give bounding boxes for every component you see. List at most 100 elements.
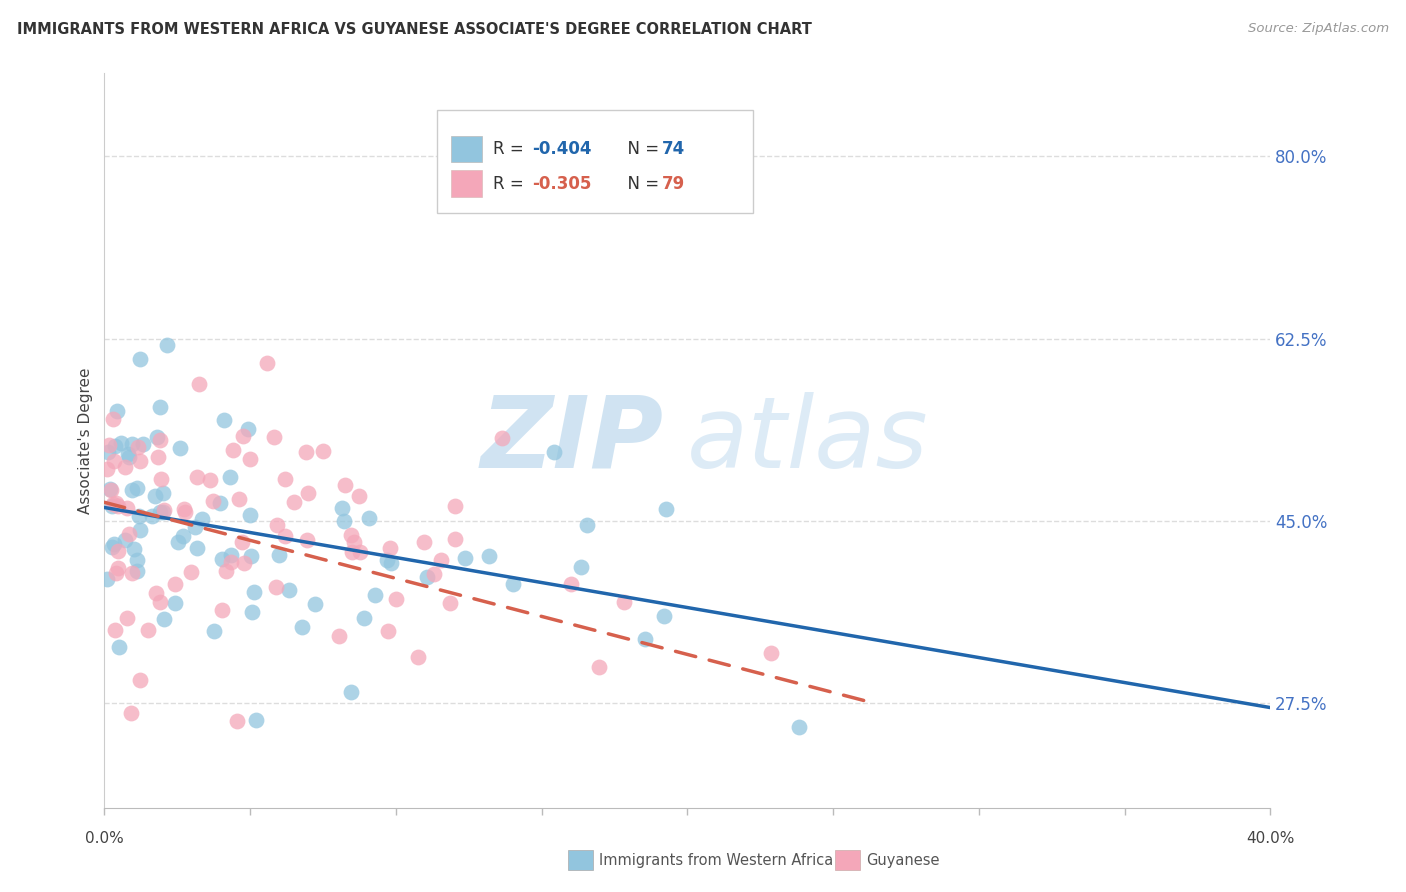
Point [311,444,333,458]
Text: IMMIGRANTS FROM WESTERN AFRICA VS GUYANESE ASSOCIATE'S DEGREE CORRELATION CHART: IMMIGRANTS FROM WESTERN AFRICA VS GUYANE… [17,22,811,37]
Point [101,499,124,513]
Point [274,472,297,486]
Point [444,532,467,546]
Point [423,566,446,581]
Point [153,503,176,517]
Point [148,400,170,414]
Point [378,541,401,555]
Point [380,556,402,570]
Point [153,612,176,626]
Point [502,577,524,591]
Point [165,597,187,611]
Point [543,445,565,459]
Point [209,496,232,510]
Point [655,501,678,516]
Point [98,482,121,496]
Point [211,551,233,566]
Point [588,660,610,674]
Point [297,533,319,547]
Point [295,445,318,459]
Point [127,564,149,578]
Point [173,501,195,516]
Point [342,534,364,549]
Point [165,577,187,591]
Point [104,438,127,452]
Point [613,594,636,608]
Point [328,629,350,643]
Point [232,556,254,570]
Text: atlas: atlas [688,392,929,489]
Point [143,489,166,503]
Point [174,505,197,519]
Point [245,713,267,727]
Point [239,549,262,563]
Point [180,565,202,579]
Point [243,584,266,599]
Point [100,483,122,498]
Text: -0.404: -0.404 [533,140,592,158]
Point [212,413,235,427]
Point [172,529,194,543]
Point [184,519,207,533]
Point [211,602,233,616]
Point [121,483,143,497]
Text: ZIP: ZIP [481,392,664,489]
Point [117,501,139,516]
Point [263,430,285,444]
Point [439,596,461,610]
Point [225,714,247,728]
Point [491,431,513,445]
Point [416,570,439,584]
Point [149,595,172,609]
Point [146,430,169,444]
Point [340,528,363,542]
Point [240,605,263,619]
Point [124,542,146,557]
Y-axis label: Associate's Degree: Associate's Degree [79,367,93,514]
Point [114,533,136,547]
Point [156,338,179,352]
Point [152,486,174,500]
Point [125,553,148,567]
Point [136,623,159,637]
Point [219,548,242,562]
Point [228,491,250,506]
Point [304,597,326,611]
Point [267,548,290,562]
Point [634,632,657,646]
Text: 40.0%: 40.0% [1246,831,1295,847]
Point [114,459,136,474]
Point [128,509,150,524]
Point [364,588,387,602]
Point [101,497,124,511]
Point [353,610,375,624]
Point [150,473,173,487]
Point [202,494,225,508]
Point [560,577,582,591]
Text: N =: N = [617,140,664,158]
Point [107,544,129,558]
Point [239,508,262,523]
Point [96,462,118,476]
Point [266,518,288,533]
Point [105,404,128,418]
Point [120,706,142,720]
Point [385,591,408,606]
Point [413,534,436,549]
Text: Source: ZipAtlas.com: Source: ZipAtlas.com [1249,22,1389,36]
Point [219,556,242,570]
Text: N =: N = [617,175,664,193]
Point [332,514,354,528]
Point [98,438,121,452]
Point [186,470,208,484]
Point [256,356,278,370]
Point [110,435,132,450]
Point [575,518,598,533]
Point [283,495,305,509]
Point [787,720,810,734]
Point [191,512,214,526]
Point [278,582,301,597]
Point [187,376,209,391]
Text: Immigrants from Western Africa: Immigrants from Western Africa [599,853,832,868]
Point [274,529,297,543]
